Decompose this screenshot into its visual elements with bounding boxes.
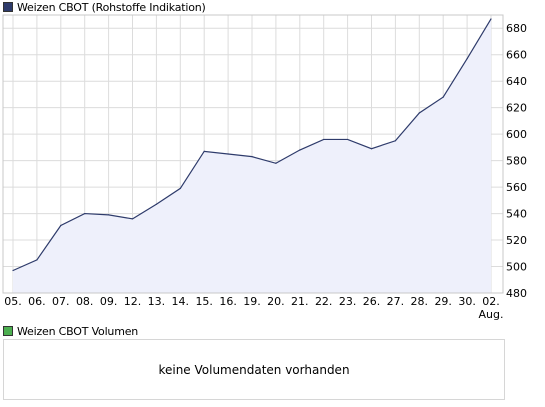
y-tick-label: 680 — [506, 22, 527, 35]
price-point — [179, 187, 181, 190]
price-point — [466, 58, 468, 60]
price-point — [155, 203, 157, 205]
x-tick-label: 22. — [315, 295, 333, 308]
volume-panel: keine Volumendaten vorhanden — [3, 339, 505, 400]
volume-legend-swatch — [3, 326, 13, 336]
x-tick-label: 02. — [482, 295, 500, 308]
price-point — [84, 212, 86, 215]
volume-legend: Weizen CBOT Volumen — [3, 324, 139, 338]
y-tick-label: 580 — [506, 155, 527, 168]
price-area — [13, 18, 491, 293]
price-point — [60, 224, 62, 227]
y-tick-label: 600 — [506, 128, 527, 141]
x-tick-label: 14. — [172, 295, 190, 308]
y-tick-label: 660 — [506, 49, 527, 62]
price-point — [203, 150, 205, 152]
x-tick-label: 19. — [243, 295, 261, 308]
x-tick-label: 23. — [339, 295, 357, 308]
volume-legend-label: Weizen CBOT Volumen — [17, 324, 139, 338]
x-tick-label: 29. — [434, 295, 452, 308]
x-tick-label: 13. — [148, 295, 166, 308]
x-tick-label: 12. — [124, 295, 142, 308]
price-point — [490, 18, 492, 20]
plot-border — [2, 14, 504, 294]
price-legend: Weizen CBOT (Rohstoffe Indikation) — [3, 0, 206, 14]
price-point — [394, 140, 396, 142]
x-tick-label: 20. — [267, 295, 285, 308]
x-tick-sublabel: Aug. — [479, 308, 504, 321]
x-tick-label: 27. — [387, 295, 405, 308]
price-point — [12, 269, 14, 272]
price-point — [323, 138, 325, 141]
x-tick-label: 16. — [219, 295, 237, 308]
price-point — [227, 153, 229, 155]
x-tick-label: 15. — [195, 295, 213, 308]
price-point — [418, 112, 420, 114]
price-point — [36, 259, 38, 261]
x-tick-label: 26. — [363, 295, 381, 308]
price-legend-swatch — [3, 2, 13, 12]
x-tick-label: 21. — [291, 295, 309, 308]
price-point — [370, 148, 373, 150]
price-point — [299, 149, 301, 151]
price-point — [275, 162, 277, 164]
y-tick-label: 520 — [506, 234, 527, 247]
y-tick-label: 540 — [506, 208, 527, 221]
price-point — [108, 214, 110, 216]
x-tick-label: 07. — [52, 295, 70, 308]
y-tick-label: 500 — [506, 261, 527, 274]
x-tick-label: 28. — [411, 295, 429, 308]
x-tick-label: 30. — [458, 295, 476, 308]
price-point — [442, 96, 444, 98]
volume-empty-message: keine Volumendaten vorhanden — [158, 362, 350, 377]
price-legend-label: Weizen CBOT (Rohstoffe Indikation) — [17, 0, 206, 14]
price-point — [131, 218, 134, 220]
x-tick-label: 08. — [76, 295, 94, 308]
x-tick-label: 06. — [28, 295, 46, 308]
y-tick-label: 480 — [506, 287, 527, 300]
price-chart: 480 500 520 540 560 580 600 620 640 660 680 05. 06. 0… — [2, 14, 527, 321]
x-tick-label: 05. — [4, 295, 22, 308]
y-tick-label: 620 — [506, 102, 527, 115]
price-point — [347, 138, 349, 141]
y-tick-label: 640 — [506, 75, 527, 88]
x-tick-label: 09. — [100, 295, 118, 308]
price-point — [251, 156, 253, 158]
y-tick-label: 560 — [506, 181, 527, 194]
